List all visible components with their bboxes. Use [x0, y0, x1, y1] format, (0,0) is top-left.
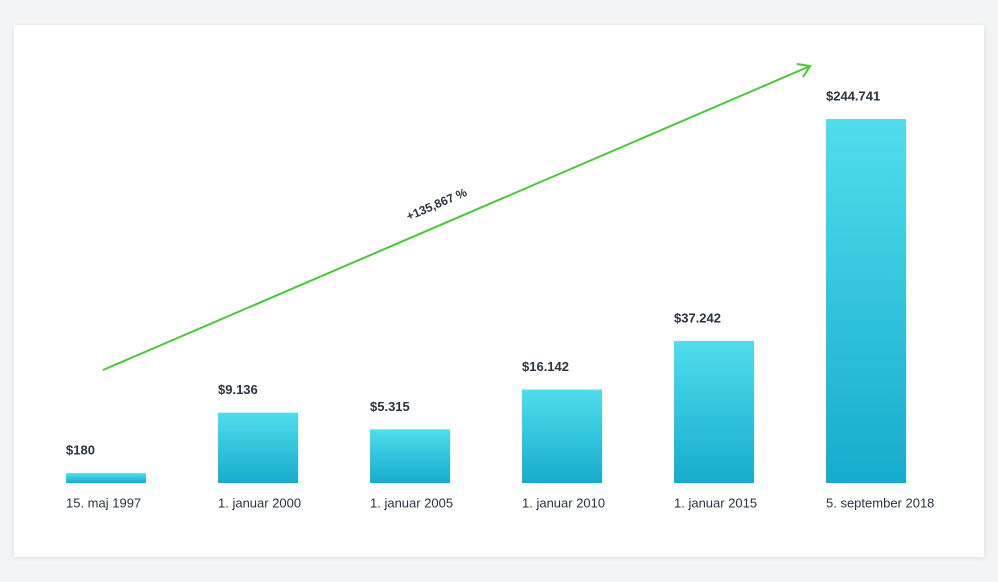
x-tick-label: 1. januar 2005	[370, 495, 453, 510]
x-tick-label: 1. januar 2010	[522, 495, 605, 510]
value-label: $16.142	[522, 359, 569, 374]
bar	[218, 412, 298, 483]
value-label: $37.242	[674, 310, 721, 325]
growth-arrow	[102, 66, 809, 371]
bar	[66, 473, 146, 483]
value-label: $180	[66, 443, 95, 458]
x-tick-label: 1. januar 2015	[674, 495, 757, 510]
card	[14, 25, 984, 557]
bar	[522, 389, 602, 483]
x-tick-label: 1. januar 2000	[218, 495, 301, 510]
bar	[370, 429, 450, 483]
arrow-head	[796, 63, 812, 78]
value-label: $5.315	[370, 399, 410, 414]
bar	[674, 341, 754, 483]
x-tick-label: 5. september 2018	[826, 495, 934, 510]
x-tick-label: 15. maj 1997	[66, 495, 141, 510]
bar	[826, 119, 906, 483]
value-label: $9.136	[218, 382, 258, 397]
value-label: $244.741	[826, 88, 880, 103]
